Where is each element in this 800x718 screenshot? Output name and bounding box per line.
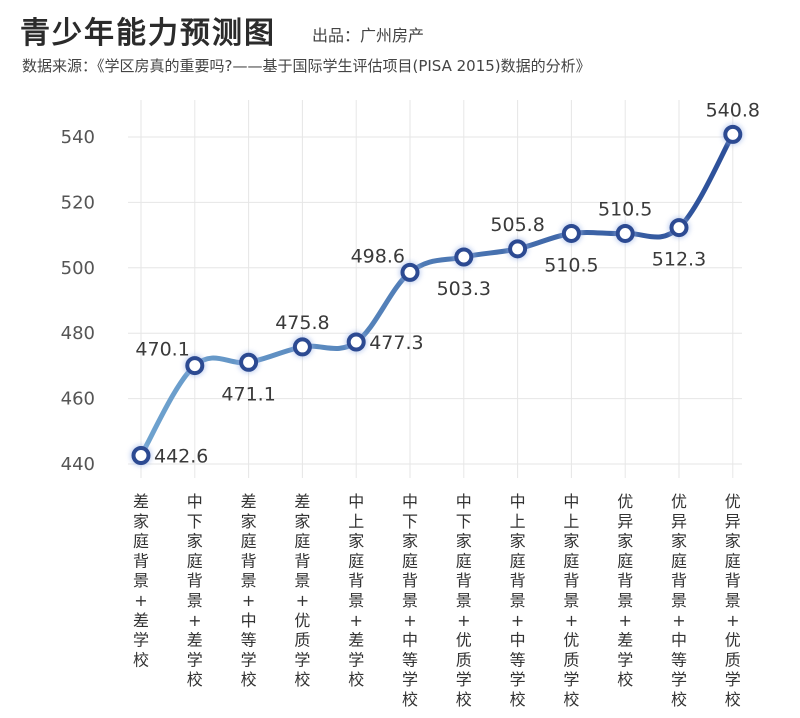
data-label: 471.1 <box>221 383 275 405</box>
x-category-label: 中上家庭背景+优质学校 <box>563 492 579 709</box>
data-label: 475.8 <box>275 312 329 334</box>
data-label: 503.3 <box>437 278 491 300</box>
data-label: 510.5 <box>544 254 598 276</box>
y-tick-label: 460 <box>61 389 95 410</box>
data-point <box>185 356 205 376</box>
data-point <box>723 124 743 144</box>
x-category-label: 中下家庭背景+中等学校 <box>402 492 418 709</box>
x-category-label: 中下家庭背景+差学校 <box>187 492 203 689</box>
series-line-group <box>138 131 736 458</box>
data-source-note: 数据来源：《学区房真的重要吗?——基于国际学生评估项目(PISA 2015)数据… <box>22 57 591 75</box>
x-category-label: 中上家庭背景+差学校 <box>348 492 364 689</box>
data-label: 510.5 <box>598 198 652 220</box>
y-tick-label: 540 <box>61 127 95 148</box>
data-point <box>508 239 528 259</box>
x-category-label: 差家庭背景+差学校 <box>133 492 149 669</box>
y-tick-label: 480 <box>61 323 95 344</box>
y-tick-label: 500 <box>61 258 95 279</box>
data-label: 442.6 <box>154 445 208 467</box>
data-label: 470.1 <box>135 339 189 361</box>
data-label: 477.3 <box>369 332 423 354</box>
data-point <box>615 223 635 243</box>
data-point <box>561 223 581 243</box>
x-category-label: 优异家庭背景+优质学校 <box>725 492 741 709</box>
data-label: 512.3 <box>652 249 706 271</box>
x-category-label: 优异家庭背景+中等学校 <box>671 492 687 709</box>
x-category-label: 中上家庭背景+中等学校 <box>510 492 526 709</box>
x-category-label: 优异家庭背景+差学校 <box>617 492 633 689</box>
x-axis-categories: 差家庭背景+差学校 中下家庭背景+差学校 差家庭背景+中等学校 差家庭背景+优质学校 中… <box>133 492 741 709</box>
y-tick-label: 440 <box>61 454 95 475</box>
data-point <box>239 352 259 372</box>
data-point <box>454 247 474 267</box>
data-point <box>669 218 689 238</box>
y-axis: 440 460 480 500 520 540 <box>61 127 95 475</box>
chart-title: 青少年能力预测图 <box>20 16 276 51</box>
data-point <box>400 262 420 282</box>
y-tick-label: 520 <box>61 192 95 213</box>
x-category-label: 中下家庭背景+优质学校 <box>456 492 472 709</box>
data-point <box>131 445 151 465</box>
grid <box>128 100 742 478</box>
data-label: 540.8 <box>706 99 760 121</box>
data-label: 505.8 <box>490 214 544 236</box>
source-tag: 出品：广州房产 <box>312 26 425 45</box>
x-category-label: 差家庭背景+中等学校 <box>241 492 257 689</box>
series-line <box>138 131 736 458</box>
data-labels: 442.6 470.1 471.1 475.8 477.3 498.6 503.3 505.8… <box>135 99 760 467</box>
x-category-label: 差家庭背景+优质学校 <box>294 492 310 689</box>
data-point <box>292 337 312 357</box>
data-label: 498.6 <box>351 245 405 267</box>
data-point <box>346 332 366 352</box>
series-points <box>130 123 744 467</box>
